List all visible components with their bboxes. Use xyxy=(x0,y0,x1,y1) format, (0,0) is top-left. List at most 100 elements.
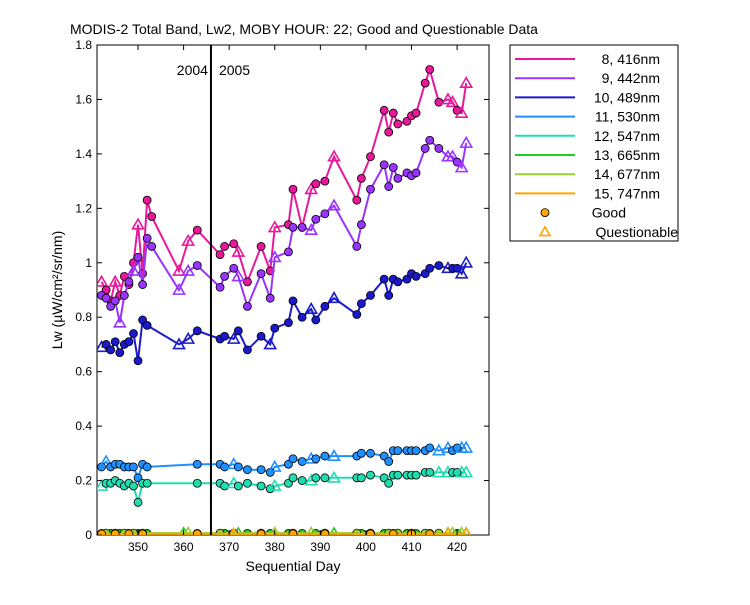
good-point xyxy=(320,209,330,219)
questionable-point xyxy=(231,269,246,282)
questionable-point xyxy=(327,291,341,304)
good-point xyxy=(284,247,293,257)
good-point xyxy=(284,318,293,328)
good-point xyxy=(311,473,321,483)
legend-marker-questionable xyxy=(538,225,552,237)
questionable-point xyxy=(454,105,469,118)
questionable-point xyxy=(226,331,241,344)
year-label-2004: 2004 xyxy=(177,62,208,78)
good-point xyxy=(352,195,362,205)
x-tick-label: 410 xyxy=(401,540,421,554)
good-point xyxy=(243,465,252,475)
good-point xyxy=(311,179,321,189)
good-point xyxy=(434,97,444,107)
good-point xyxy=(411,446,421,456)
questionable-point xyxy=(126,263,141,276)
good-point xyxy=(256,529,266,535)
questionable-point xyxy=(327,470,341,483)
good-point xyxy=(101,293,111,303)
year-label-2005: 2005 xyxy=(219,62,250,78)
good-point xyxy=(434,261,444,270)
series-5 xyxy=(97,465,474,507)
questionable-point xyxy=(445,149,460,162)
questionable-point xyxy=(112,315,127,328)
good-point xyxy=(393,119,403,129)
good-point xyxy=(220,331,230,341)
x-tick-label: 360 xyxy=(174,540,194,554)
good-point xyxy=(142,478,152,488)
questionable-point xyxy=(131,217,145,230)
good-point xyxy=(297,222,307,232)
good-point xyxy=(425,65,435,74)
legend-label: 13, 665nm xyxy=(594,147,660,163)
series-3 xyxy=(97,255,474,366)
good-point xyxy=(265,293,275,303)
questionable-point xyxy=(327,198,341,211)
good-point xyxy=(142,462,152,472)
questionable-point xyxy=(459,465,474,478)
x-axis-label: Sequential Day xyxy=(246,558,341,574)
good-point xyxy=(142,195,152,205)
good-point xyxy=(366,529,375,535)
y-axis-label: Lw (µW/cm²/sr/nm) xyxy=(49,231,65,350)
questionable-point xyxy=(304,182,319,195)
questionable-point xyxy=(97,274,109,287)
good-point xyxy=(288,454,298,464)
good-point xyxy=(129,481,138,491)
good-point xyxy=(288,222,298,232)
good-point xyxy=(243,478,252,488)
y-tick-label: 1.6 xyxy=(75,92,92,106)
questionable-point xyxy=(269,525,280,535)
good-point xyxy=(297,457,307,466)
questionable-point xyxy=(231,244,246,257)
questionable-point xyxy=(183,525,194,535)
questionable-point xyxy=(267,478,282,491)
good-point xyxy=(138,529,147,535)
good-point xyxy=(256,465,266,475)
good-point xyxy=(110,529,120,535)
good-point xyxy=(420,144,430,153)
good-point xyxy=(288,473,298,483)
chart-title: MODIS-2 Total Band, Lw2, MOBY HOUR: 22; … xyxy=(70,21,538,37)
questionable-point xyxy=(461,526,471,535)
questionable-point xyxy=(267,250,282,263)
legend-label: Questionable xyxy=(595,224,678,240)
good-point xyxy=(233,481,243,491)
good-point xyxy=(320,301,330,311)
good-point xyxy=(243,277,252,287)
good-point xyxy=(256,331,266,341)
good-point xyxy=(356,448,366,458)
good-point xyxy=(356,473,366,483)
good-point xyxy=(366,448,375,458)
y-tick-label: 1.8 xyxy=(75,38,92,52)
x-tick-label: 420 xyxy=(447,540,467,554)
good-point xyxy=(411,470,421,480)
good-point xyxy=(379,105,389,115)
y-tick-label: 0.6 xyxy=(75,365,92,379)
good-point xyxy=(393,470,403,480)
questionable-point xyxy=(304,301,319,314)
good-point xyxy=(243,301,252,311)
good-point xyxy=(288,184,298,194)
good-point xyxy=(297,312,307,322)
x-tick-label: 370 xyxy=(219,540,239,554)
good-point xyxy=(220,242,230,251)
good-point xyxy=(420,78,430,88)
good-point xyxy=(379,160,389,170)
y-tick-label: 0.8 xyxy=(75,310,92,324)
good-point xyxy=(233,462,243,472)
good-point xyxy=(393,446,403,456)
legend-label: 14, 677nm xyxy=(594,166,660,182)
good-point xyxy=(192,478,202,488)
good-point xyxy=(124,337,134,347)
good-point xyxy=(142,320,152,330)
questionable-point xyxy=(327,448,341,461)
questionable-point xyxy=(459,440,474,453)
good-point xyxy=(297,476,307,485)
good-point xyxy=(229,263,239,273)
legend: 8, 416nm 9, 442nm 10, 489nm 11, 530nm 12, 54… xyxy=(509,44,679,242)
questionable-point xyxy=(99,454,113,467)
good-point xyxy=(192,326,202,336)
good-point xyxy=(384,182,394,191)
